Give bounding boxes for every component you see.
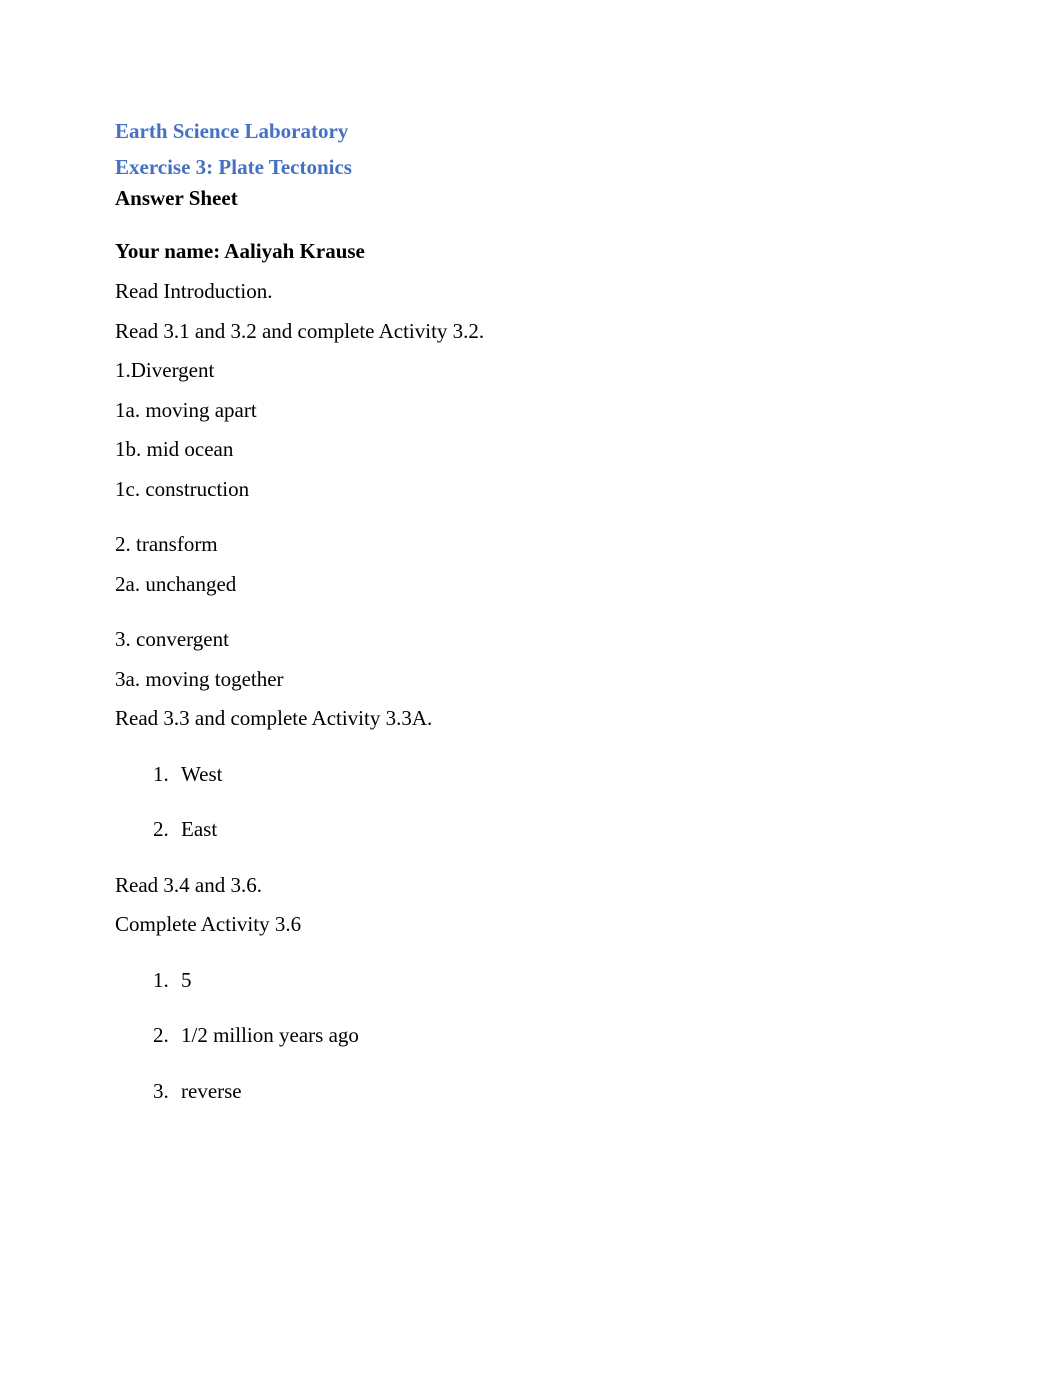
list-item: 1. 5 (115, 965, 947, 997)
instruction-line: Complete Activity 3.6 (115, 909, 947, 941)
list-text: East (181, 814, 217, 846)
answer-q1b: 1b. mid ocean (115, 434, 947, 466)
exercise-title: Exercise 3: Plate Tectonics (115, 151, 947, 185)
list-item: 1. West (115, 759, 947, 791)
instruction-line: Read 3.4 and 3.6. (115, 870, 947, 902)
answer-q2a: 2a. unchanged (115, 569, 947, 601)
list-text: West (181, 759, 222, 791)
list-number: 2. (153, 814, 181, 846)
answer-q2: 2. transform (115, 529, 947, 561)
list-number: 3. (153, 1076, 181, 1108)
student-name: Your name: Aaliyah Krause (115, 239, 947, 264)
list-item: 3. reverse (115, 1076, 947, 1108)
answer-sheet-label: Answer Sheet (115, 186, 947, 211)
list-text: 5 (181, 965, 192, 997)
answer-q1c: 1c. construction (115, 474, 947, 506)
instruction-line: Read Introduction. (115, 276, 947, 308)
instruction-line: Read 3.1 and 3.2 and complete Activity 3… (115, 316, 947, 348)
list-text: reverse (181, 1076, 242, 1108)
list-item: 2. East (115, 814, 947, 846)
list-number: 2. (153, 1020, 181, 1052)
list-number: 1. (153, 965, 181, 997)
list-number: 1. (153, 759, 181, 791)
answer-q3: 3. convergent (115, 624, 947, 656)
list-text: 1/2 million years ago (181, 1020, 359, 1052)
answer-q3a: 3a. moving together (115, 664, 947, 696)
answer-q1: 1.Divergent (115, 355, 947, 387)
instruction-line: Read 3.3 and complete Activity 3.3A. (115, 703, 947, 735)
lab-title: Earth Science Laboratory (115, 115, 947, 149)
list-item: 2. 1/2 million years ago (115, 1020, 947, 1052)
answer-q1a: 1a. moving apart (115, 395, 947, 427)
